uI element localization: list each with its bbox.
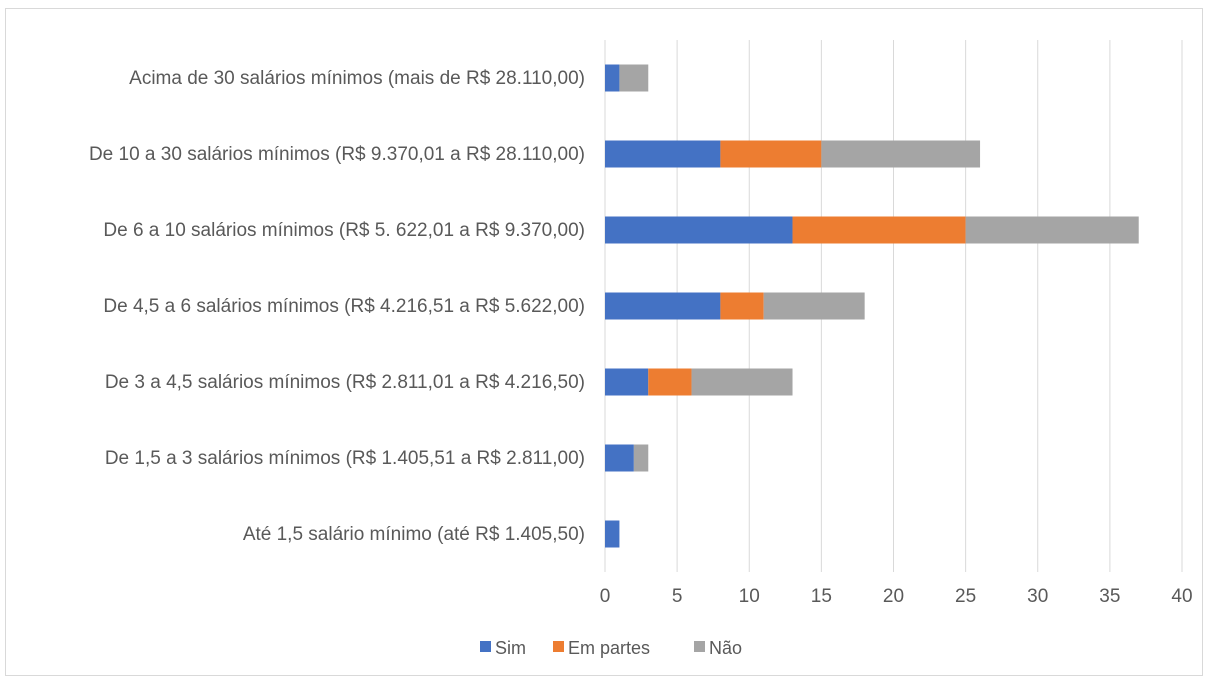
chart-frame <box>5 8 1203 676</box>
category-label: De 10 a 30 salários mínimos (R$ 9.370,01… <box>89 144 585 165</box>
category-label: De 1,5 a 3 salários mínimos (R$ 1.405,51… <box>105 448 585 469</box>
bars <box>605 64 1139 548</box>
legend-swatch <box>480 641 491 652</box>
bar-segment-sim <box>605 140 721 168</box>
x-tick-label: 40 <box>1171 586 1192 607</box>
x-tick-labels: 0 5 10 15 20 25 30 35 40 <box>600 586 1193 607</box>
bar-segment-em-partes <box>792 216 966 244</box>
x-tick-label: 15 <box>811 586 832 607</box>
bar-segment-sim <box>605 64 620 92</box>
bar-segment-não <box>821 140 981 168</box>
bar-segment-sim <box>605 520 620 548</box>
x-tick-label: 20 <box>883 586 904 607</box>
category-label: De 6 a 10 salários mínimos (R$ 5. 622,01… <box>103 220 585 241</box>
legend-swatch <box>694 641 705 652</box>
legend-label: Não <box>709 638 742 658</box>
category-label: De 4,5 a 6 salários mínimos (R$ 4.216,51… <box>103 296 585 317</box>
bar-segment-não <box>965 216 1139 244</box>
x-tick-label: 30 <box>1027 586 1048 607</box>
gridlines <box>604 40 1183 572</box>
bar-segment-em-partes <box>648 368 692 396</box>
bar-segment-não <box>691 368 793 396</box>
x-tick-label: 5 <box>672 586 683 607</box>
bar-segment-sim <box>605 368 649 396</box>
category-labels: Acima de 30 salários mínimos (mais de R$… <box>89 68 585 545</box>
category-label: Até 1,5 salário mínimo (até R$ 1.405,50) <box>243 524 585 545</box>
x-tick-label: 25 <box>955 586 976 607</box>
category-label: Acima de 30 salários mínimos (mais de R$… <box>129 68 585 89</box>
legend-label: Em partes <box>568 638 650 658</box>
legend-label: Sim <box>495 638 526 658</box>
legend-swatch <box>553 641 564 652</box>
category-label: De 3 a 4,5 salários mínimos (R$ 2.811,01… <box>105 372 585 393</box>
bar-segment-não <box>633 444 649 472</box>
legend: Sim Em partes Não <box>480 638 742 658</box>
bar-segment-não <box>619 64 649 92</box>
x-tick-label: 0 <box>600 586 611 607</box>
bar-segment-sim <box>605 292 721 320</box>
bar-segment-sim <box>605 216 793 244</box>
bar-segment-não <box>763 292 865 320</box>
bar-segment-sim <box>605 444 634 472</box>
x-tick-label: 35 <box>1099 586 1120 607</box>
x-tick-label: 10 <box>739 586 760 607</box>
bar-segment-em-partes <box>720 292 764 320</box>
bar-segment-em-partes <box>720 140 822 168</box>
